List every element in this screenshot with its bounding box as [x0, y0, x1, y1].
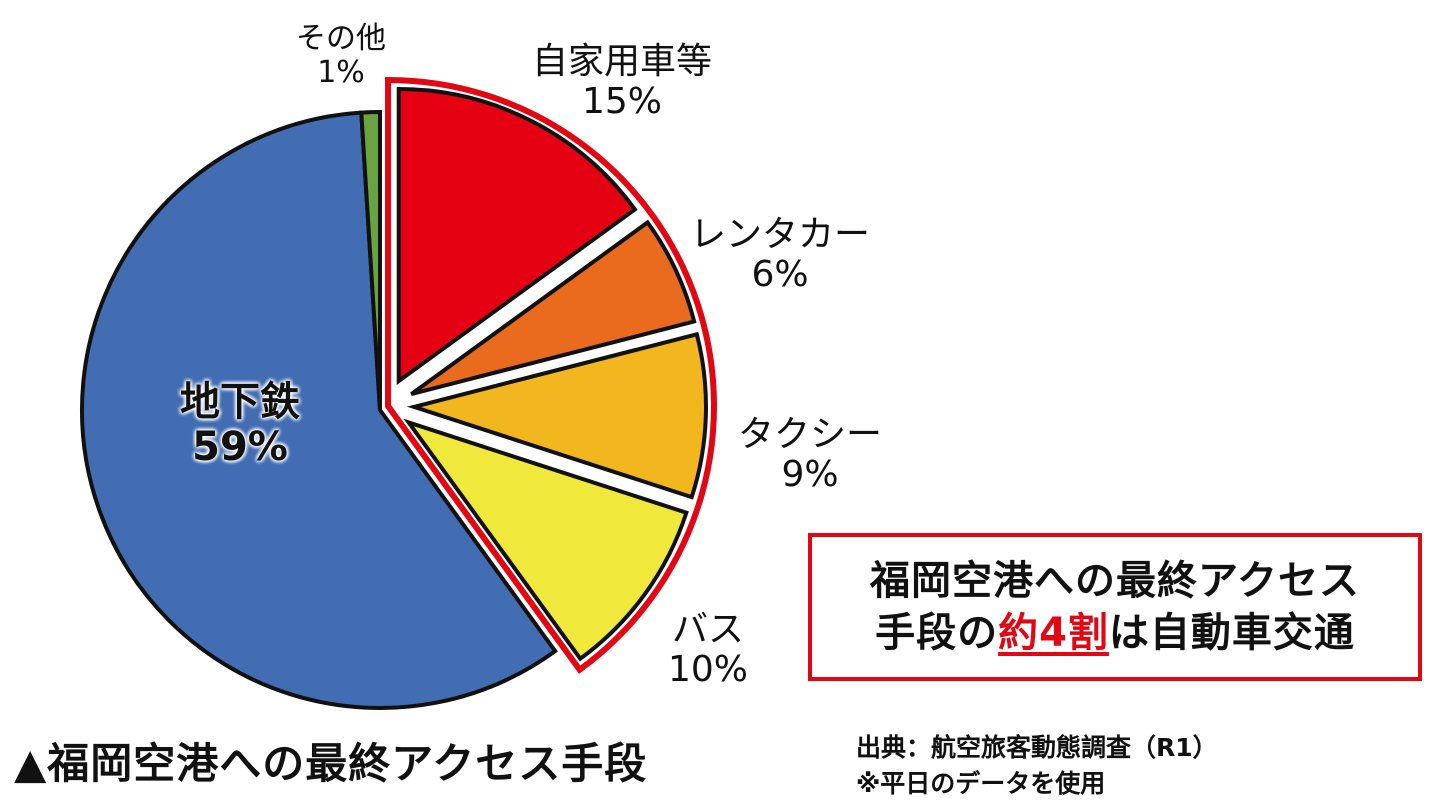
label-bus-name: バス [672, 609, 745, 650]
callout-line2-pre: 手段の [875, 610, 999, 656]
label-rental-name: レンタカー [690, 214, 871, 255]
label-taxi-name: タクシー [738, 414, 883, 455]
pie-slice-2 [406, 331, 708, 500]
source-note: 出典：航空旅客動態調査（R1） ※平日のデータを使用 [856, 730, 1218, 803]
callout-highlight: 約4割 [998, 610, 1109, 656]
pie-slice-0 [396, 87, 638, 385]
label-car: 自家用車等 15% [532, 41, 713, 123]
label-rental: レンタカー 6% [690, 214, 871, 296]
label-taxi-pct: 9% [781, 454, 839, 496]
chart-caption: ▲福岡空港への最終アクセス手段 [14, 739, 648, 788]
pie-slice-3 [403, 418, 689, 662]
label-subway-name: 地下鉄 [180, 379, 300, 425]
label-taxi: タクシー 9% [738, 414, 883, 496]
label-other: その他 1% [296, 22, 386, 89]
pie-slice-5 [359, 109, 382, 411]
source-line: 出典：航空旅客動態調査（R1） [856, 733, 1218, 762]
label-subway: 地下鉄 59% [180, 380, 300, 470]
pie-slice-4 [80, 110, 558, 710]
callout-box: 福岡空港への最終アクセス 手段の約4割は自動車交通 [808, 533, 1422, 681]
callout-line1: 福岡空港への最終アクセス [870, 558, 1360, 604]
label-rental-pct: 6% [751, 254, 809, 296]
label-other-pct: 1% [317, 54, 365, 90]
label-subway-pct: 59% [192, 423, 288, 470]
label-other-name: その他 [296, 21, 386, 56]
callout-line2-post: は自動車交通 [1108, 610, 1355, 656]
note-line: ※平日のデータを使用 [856, 769, 1106, 799]
label-bus-pct: 10% [668, 649, 749, 691]
pie-slice-1 [410, 219, 697, 397]
label-car-pct: 15% [582, 81, 663, 123]
label-car-name: 自家用車等 [532, 41, 713, 82]
callout-line2: 手段の約4割は自動車交通 [875, 607, 1355, 659]
label-bus: バス 10% [668, 609, 749, 691]
